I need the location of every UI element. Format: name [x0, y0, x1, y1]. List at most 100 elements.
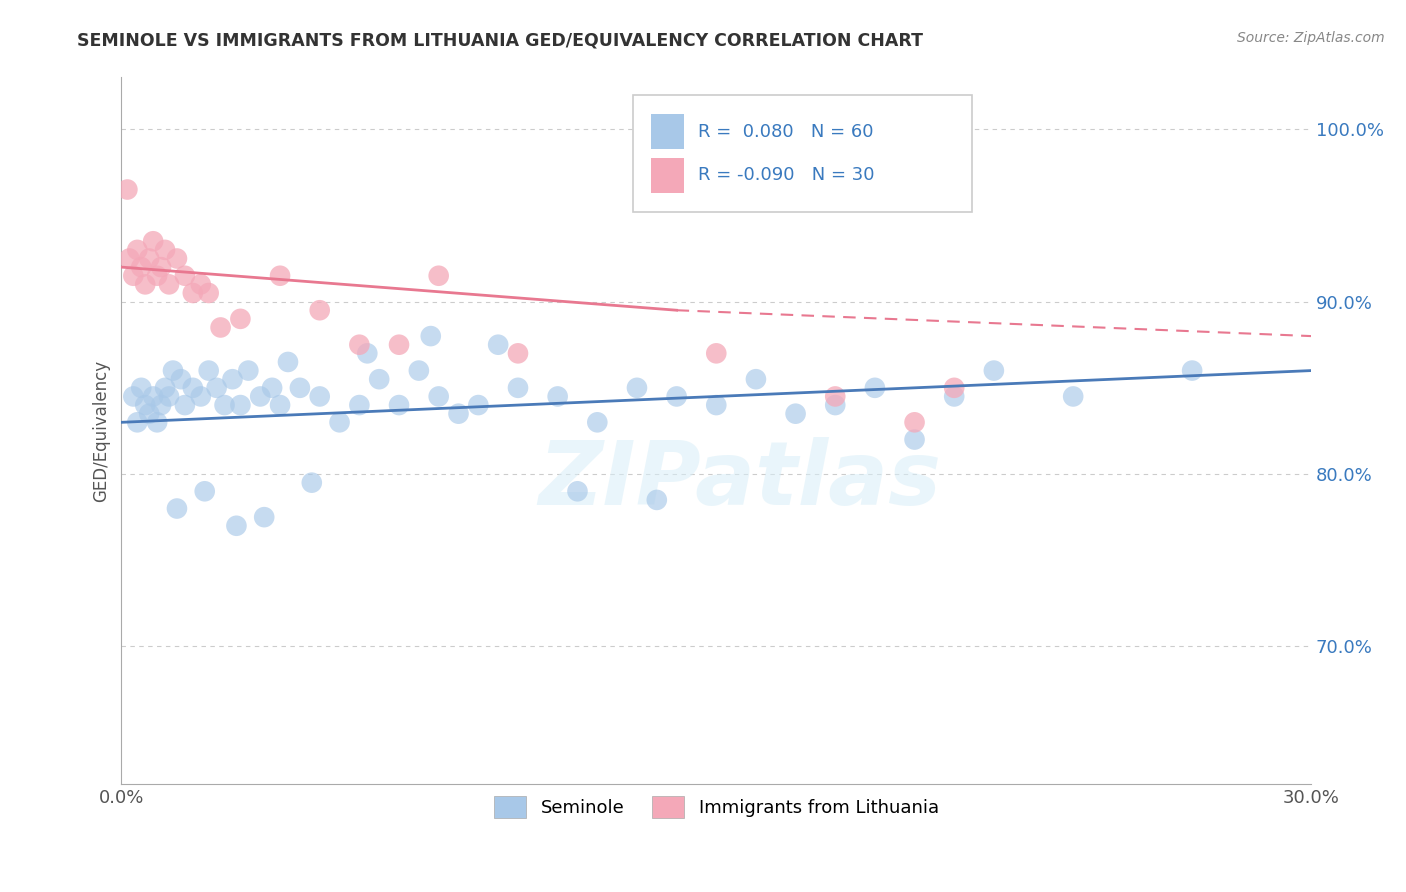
Point	[142, 234, 165, 248]
Point	[943, 381, 966, 395]
Point	[447, 407, 470, 421]
Point	[1062, 389, 1084, 403]
Point	[903, 433, 925, 447]
Point	[824, 398, 846, 412]
Point	[586, 415, 609, 429]
Text: R =  0.080   N = 60: R = 0.080 N = 60	[699, 122, 875, 141]
Point	[328, 415, 350, 429]
Point	[134, 398, 156, 412]
Point	[153, 243, 176, 257]
Point	[221, 372, 243, 386]
Point	[301, 475, 323, 490]
Point	[486, 337, 509, 351]
Point	[349, 337, 371, 351]
Point	[127, 243, 149, 257]
Point	[785, 407, 807, 421]
Point	[238, 363, 260, 377]
Point	[138, 252, 160, 266]
Point	[181, 381, 204, 395]
Point	[863, 381, 886, 395]
Point	[225, 518, 247, 533]
Point	[1181, 363, 1204, 377]
Point	[506, 346, 529, 360]
Point	[824, 389, 846, 403]
Point	[427, 268, 450, 283]
Point	[368, 372, 391, 386]
Point	[269, 398, 291, 412]
Point	[190, 277, 212, 292]
Point	[467, 398, 489, 412]
Point	[197, 285, 219, 300]
Point	[665, 156, 688, 170]
Point	[153, 381, 176, 395]
Bar	[651, 114, 685, 149]
Point	[308, 303, 330, 318]
Text: ZIPatlas: ZIPatlas	[538, 437, 942, 524]
Point	[122, 389, 145, 403]
Point	[127, 415, 149, 429]
Text: SEMINOLE VS IMMIGRANTS FROM LITHUANIA GED/EQUIVALENCY CORRELATION CHART: SEMINOLE VS IMMIGRANTS FROM LITHUANIA GE…	[77, 31, 924, 49]
Point	[181, 285, 204, 300]
Point	[190, 389, 212, 403]
Point	[129, 381, 152, 395]
Point	[150, 398, 173, 412]
Point	[129, 260, 152, 274]
Point	[197, 363, 219, 377]
Y-axis label: GED/Equivalency: GED/Equivalency	[93, 359, 110, 502]
Text: Source: ZipAtlas.com: Source: ZipAtlas.com	[1237, 31, 1385, 45]
Point	[138, 407, 160, 421]
Point	[408, 363, 430, 377]
Point	[704, 398, 727, 412]
Point	[419, 329, 441, 343]
Point	[427, 389, 450, 403]
Point	[388, 337, 411, 351]
Point	[645, 492, 668, 507]
Point	[157, 389, 180, 403]
Point	[150, 260, 173, 274]
Point	[214, 398, 236, 412]
Bar	[651, 158, 685, 193]
Point	[262, 381, 284, 395]
Point	[277, 355, 299, 369]
Point	[626, 381, 648, 395]
Point	[506, 381, 529, 395]
Point	[166, 252, 188, 266]
Point	[349, 398, 371, 412]
FancyBboxPatch shape	[633, 95, 972, 211]
Point	[356, 346, 378, 360]
Point	[983, 363, 1005, 377]
Text: R = -0.090   N = 30: R = -0.090 N = 30	[699, 167, 875, 185]
Point	[166, 501, 188, 516]
Point	[142, 389, 165, 403]
Point	[567, 484, 589, 499]
Point	[229, 398, 252, 412]
Point	[205, 381, 228, 395]
Point	[288, 381, 311, 395]
Point	[118, 252, 141, 266]
Point	[170, 372, 193, 386]
Point	[704, 346, 727, 360]
Point	[122, 268, 145, 283]
Point	[162, 363, 184, 377]
Point	[388, 398, 411, 412]
Point	[903, 415, 925, 429]
Point	[665, 389, 688, 403]
Point	[209, 320, 232, 334]
Point	[194, 484, 217, 499]
Point	[146, 415, 169, 429]
Point	[308, 389, 330, 403]
Point	[157, 277, 180, 292]
Point	[253, 510, 276, 524]
Point	[745, 372, 768, 386]
Point	[117, 182, 139, 196]
Point	[269, 268, 291, 283]
Point	[943, 389, 966, 403]
Point	[174, 268, 197, 283]
Point	[547, 389, 569, 403]
Point	[249, 389, 271, 403]
Point	[146, 268, 169, 283]
Point	[229, 311, 252, 326]
Point	[174, 398, 197, 412]
Legend: Seminole, Immigrants from Lithuania: Seminole, Immigrants from Lithuania	[486, 789, 946, 825]
Point	[134, 277, 156, 292]
